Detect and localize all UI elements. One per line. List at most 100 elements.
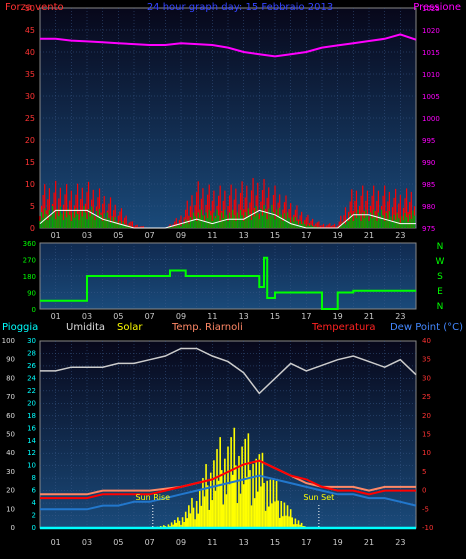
direction-tick-label: 180 [23, 273, 36, 281]
pressure-tick-label: 995 [422, 137, 435, 145]
temperature-tick-label: 10 [422, 449, 431, 457]
x-tick-label: 23 [395, 231, 405, 240]
humidity-tick-label: 20 [6, 487, 15, 495]
solar-tick-label: 26 [27, 362, 36, 370]
temperature-legend: Temperatura [311, 322, 376, 333]
direction-tick-label: 270 [23, 257, 36, 265]
temperature-tick-label: 15 [422, 431, 431, 439]
wind-tick-label: 35 [25, 70, 35, 79]
x-tick-label: 13 [239, 538, 249, 547]
solar-tick-label: 8 [32, 474, 36, 482]
temperature-line [40, 459, 416, 500]
solar-tick-label: 2 [32, 512, 36, 520]
temperature-tick-label: -5 [422, 505, 429, 513]
x-tick-label: 21 [364, 538, 374, 547]
x-tick-label: 11 [207, 312, 217, 321]
x-tick-label: 11 [207, 231, 217, 240]
average-wind-line [39, 209, 416, 229]
temperature-tick-label: -10 [422, 524, 433, 532]
solar-tick-label: 6 [32, 487, 37, 495]
temperature-tick-label: 35 [422, 356, 431, 364]
direction-tick-label: 90 [27, 290, 36, 298]
compass-label: W [436, 257, 445, 267]
humidity-tick-label: 40 [6, 449, 15, 457]
wind-tick-label: 10 [25, 180, 35, 189]
solar-tick-label: 28 [27, 349, 36, 357]
temperature-tick-label: 25 [422, 393, 431, 401]
pressure-tick-label: 1020 [422, 27, 440, 35]
humidity-tick-label: 60 [6, 412, 15, 420]
wind-title: Forza vento [5, 2, 64, 13]
x-tick-label: 01 [51, 538, 61, 547]
humidity-tick-label: 100 [2, 337, 15, 345]
solar-tick-label: 16 [27, 424, 36, 432]
solar-legend: Solar [117, 322, 143, 333]
x-tick-label: 09 [176, 538, 186, 547]
pressure-line [40, 33, 417, 58]
pressure-tick-label: 1025 [422, 5, 440, 13]
solar-tick-label: 4 [32, 499, 37, 507]
direction-tick-label: 360 [23, 240, 36, 248]
x-tick-label: 13 [239, 312, 249, 321]
x-tick-label: 09 [176, 231, 186, 240]
x-tick-label: 05 [113, 312, 123, 321]
pressure-tick-label: 975 [422, 225, 435, 233]
temperature-tick-label: 5 [422, 468, 426, 476]
x-tick-label: 23 [395, 312, 405, 321]
x-tick-label: 19 [333, 312, 343, 321]
wind-tick-label: 5 [30, 202, 35, 211]
wind-tick-label: 20 [25, 136, 35, 145]
compass-label: S [437, 272, 443, 282]
sunset-label: Sun Set [303, 493, 334, 502]
x-tick-label: 19 [333, 538, 343, 547]
x-tick-label: 07 [145, 312, 155, 321]
solar-tick-label: 20 [27, 399, 36, 407]
compass-label: N [437, 242, 444, 252]
x-tick-label: 17 [301, 538, 311, 547]
solar-tick-label: 12 [27, 449, 36, 457]
pressure-tick-label: 1005 [422, 93, 440, 101]
pressure-tick-label: 980 [422, 203, 435, 211]
humidity-tick-label: 80 [6, 374, 15, 382]
solar-tick-label: 24 [27, 374, 36, 382]
heat-index-legend: Temp. Riarnoli [171, 322, 243, 333]
wind-tick-label: 40 [25, 48, 35, 57]
x-tick-label: 15 [270, 538, 280, 547]
compass-label: E [437, 287, 443, 297]
dew-point-legend: Dew Point (°C) [390, 322, 463, 333]
x-tick-label: 05 [113, 538, 123, 547]
sunrise-label: Sun Rise [135, 493, 170, 502]
wind-tick-label: 25 [25, 114, 35, 123]
solar-tick-label: 18 [27, 412, 36, 420]
wind-tick-label: 0 [30, 224, 35, 233]
x-tick-label: 13 [239, 231, 249, 240]
x-tick-label: 19 [333, 231, 343, 240]
pressure-tick-label: 1010 [422, 71, 440, 79]
temperature-tick-label: 0 [422, 487, 426, 495]
humidity-tick-label: 30 [6, 468, 15, 476]
x-tick-label: 21 [364, 231, 374, 240]
x-tick-label: 11 [207, 538, 217, 547]
wind-tick-label: 15 [25, 158, 35, 167]
temperature-tick-label: 20 [422, 412, 431, 420]
x-tick-label: 17 [301, 312, 311, 321]
compass-label: N [437, 302, 444, 312]
dew-point-line [40, 474, 417, 511]
humidity-tick-label: 90 [6, 356, 15, 364]
humidity-legend: Umidita [66, 322, 105, 333]
wind-tick-label: 50 [25, 4, 35, 13]
x-tick-label: 07 [145, 538, 155, 547]
rain-legend: Pioggia [2, 322, 38, 333]
x-tick-label: 21 [364, 312, 374, 321]
solar-tick-label: 14 [27, 437, 36, 445]
humidity-tick-label: 10 [6, 505, 15, 513]
humidity-tick-label: 50 [6, 431, 15, 439]
pressure-tick-label: 1015 [422, 49, 440, 57]
temperature-tick-label: 40 [422, 337, 431, 345]
humidity-tick-label: 70 [6, 393, 15, 401]
graph-title: 24 hour graph day: 15 Febbraio 2013 [147, 2, 333, 13]
direction-line [40, 256, 416, 310]
x-tick-label: 03 [82, 312, 92, 321]
